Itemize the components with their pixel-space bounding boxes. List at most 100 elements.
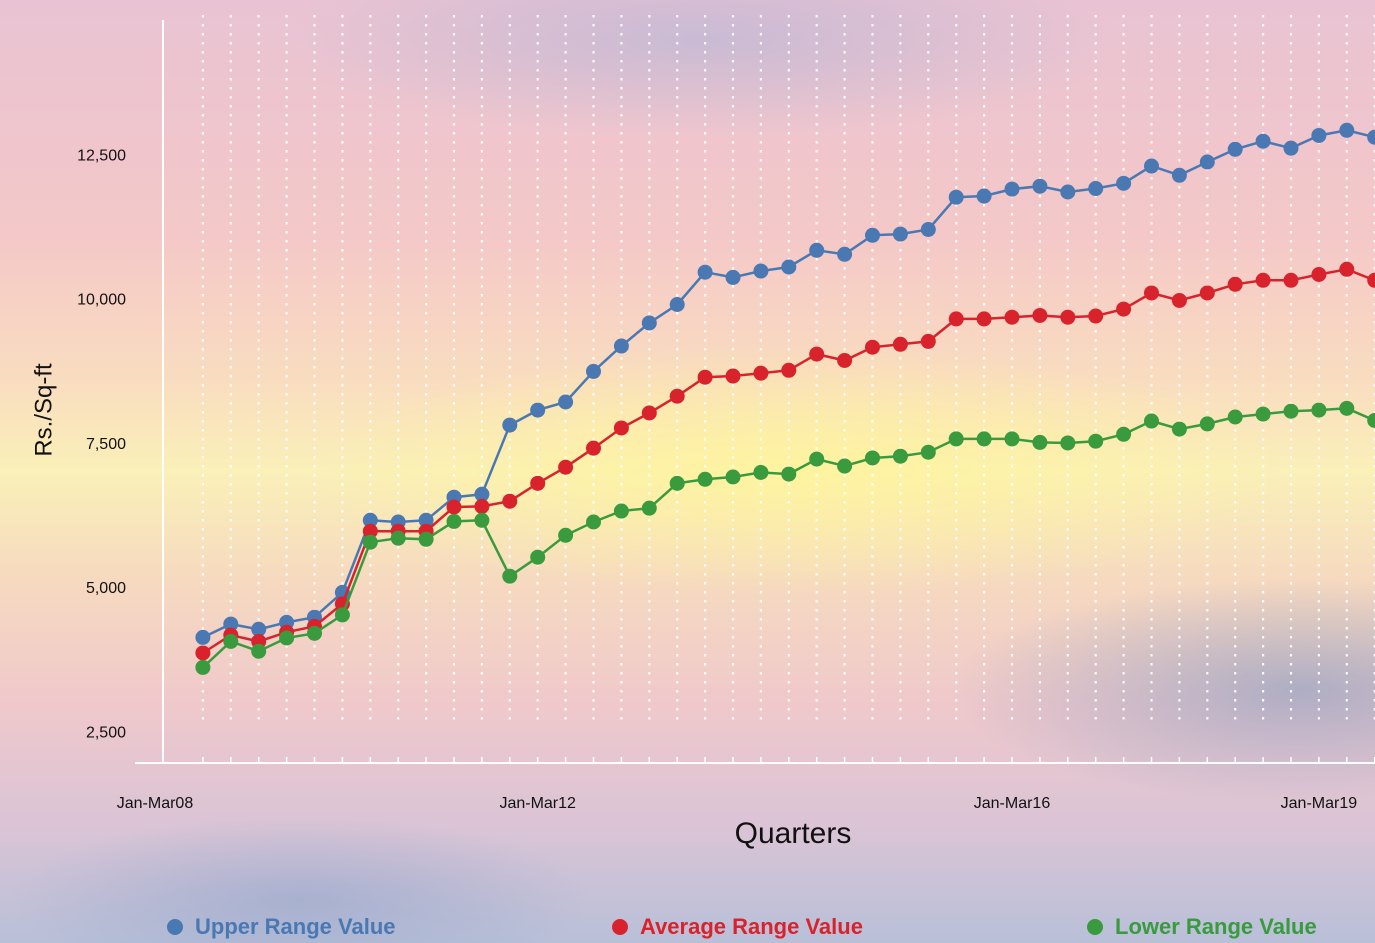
data-point [446, 513, 462, 529]
y-axis-title: Rs./Sq-ft [30, 363, 57, 457]
data-point [474, 512, 490, 528]
legend-label: Lower Range Value [1115, 914, 1317, 939]
data-point [1004, 431, 1020, 447]
data-point [418, 512, 434, 528]
legend-marker [1087, 919, 1103, 935]
data-point [1311, 402, 1327, 418]
data-point [725, 469, 741, 485]
data-point [1311, 267, 1327, 282]
data-point [892, 226, 908, 242]
data-point [1032, 307, 1048, 323]
data-point [669, 388, 685, 404]
data-point [1032, 178, 1048, 194]
x-tick-label: Jan-Mar19 [1281, 795, 1358, 812]
data-point [1339, 261, 1355, 277]
data-point [948, 311, 964, 327]
series-line [202, 268, 1375, 655]
data-point [1311, 127, 1327, 143]
data-point [1032, 434, 1048, 450]
data-point [892, 336, 908, 352]
data-point [1367, 272, 1375, 288]
legend-label: Upper Range Value [195, 914, 396, 939]
data-point [1088, 308, 1104, 324]
data-point [1171, 421, 1187, 437]
legend-marker [167, 919, 183, 935]
data-point [1116, 426, 1132, 442]
data-point [446, 499, 462, 515]
data-point [474, 498, 490, 514]
data-point [865, 227, 880, 243]
data-point [892, 448, 908, 464]
data-point [1227, 276, 1243, 292]
data-point [1255, 406, 1271, 422]
data-point [1367, 412, 1375, 428]
data-point [837, 352, 853, 368]
data-point [1227, 409, 1243, 425]
data-point [390, 530, 406, 546]
data-point [418, 531, 434, 547]
data-point [474, 486, 490, 502]
data-point [195, 629, 211, 645]
data-point [586, 514, 601, 530]
data-point [530, 402, 546, 418]
data-point [1060, 309, 1076, 325]
y-tick-label: 5,000 [86, 580, 126, 597]
data-point [669, 475, 685, 491]
data-point [865, 339, 880, 355]
data-point [920, 444, 936, 460]
data-point [586, 363, 601, 379]
y-tick-label: 7,500 [86, 436, 126, 453]
y-tick-label: 2,500 [86, 724, 126, 741]
data-point [362, 523, 378, 539]
data-point [1088, 181, 1104, 197]
data-point [251, 643, 267, 659]
data-point [1004, 309, 1020, 325]
data-point [558, 459, 574, 475]
data-point [920, 333, 936, 349]
x-tick-label: Jan-Mar12 [499, 795, 576, 812]
data-point [1227, 141, 1243, 157]
data-point [195, 645, 211, 661]
data-point [976, 431, 992, 447]
data-point [223, 616, 239, 632]
data-point [1367, 129, 1375, 145]
data-point [1171, 292, 1187, 308]
data-point [1060, 184, 1076, 200]
data-point [1199, 416, 1215, 432]
data-point [502, 417, 518, 433]
data-point [725, 368, 741, 384]
data-point [558, 527, 574, 543]
data-point [530, 475, 546, 491]
data-point [1283, 140, 1299, 156]
data-point [307, 625, 322, 641]
legend-marker [612, 919, 628, 935]
data-point [920, 222, 936, 237]
data-point [809, 451, 825, 467]
data-point [753, 464, 769, 480]
y-tick-label: 10,000 [77, 292, 126, 309]
data-point [1339, 400, 1355, 416]
x-tick-label: Jan-Mar08 [117, 795, 194, 812]
data-point [781, 362, 797, 378]
data-point [251, 621, 267, 637]
data-point [1283, 403, 1299, 419]
data-point [809, 242, 825, 258]
data-point [948, 431, 964, 447]
data-point [1199, 154, 1215, 170]
data-point [697, 471, 713, 487]
data-point [334, 607, 350, 623]
data-point [613, 503, 629, 519]
data-point [976, 188, 992, 204]
data-point [641, 500, 657, 516]
data-point [1255, 133, 1271, 149]
data-point [1171, 167, 1187, 183]
data-point [362, 512, 378, 528]
data-point [1255, 272, 1271, 288]
data-point [502, 568, 518, 584]
data-point [1144, 285, 1159, 301]
y-tick-label: 12,500 [77, 147, 126, 164]
data-point [697, 264, 713, 280]
data-point [1283, 272, 1299, 288]
data-point [1199, 285, 1215, 301]
